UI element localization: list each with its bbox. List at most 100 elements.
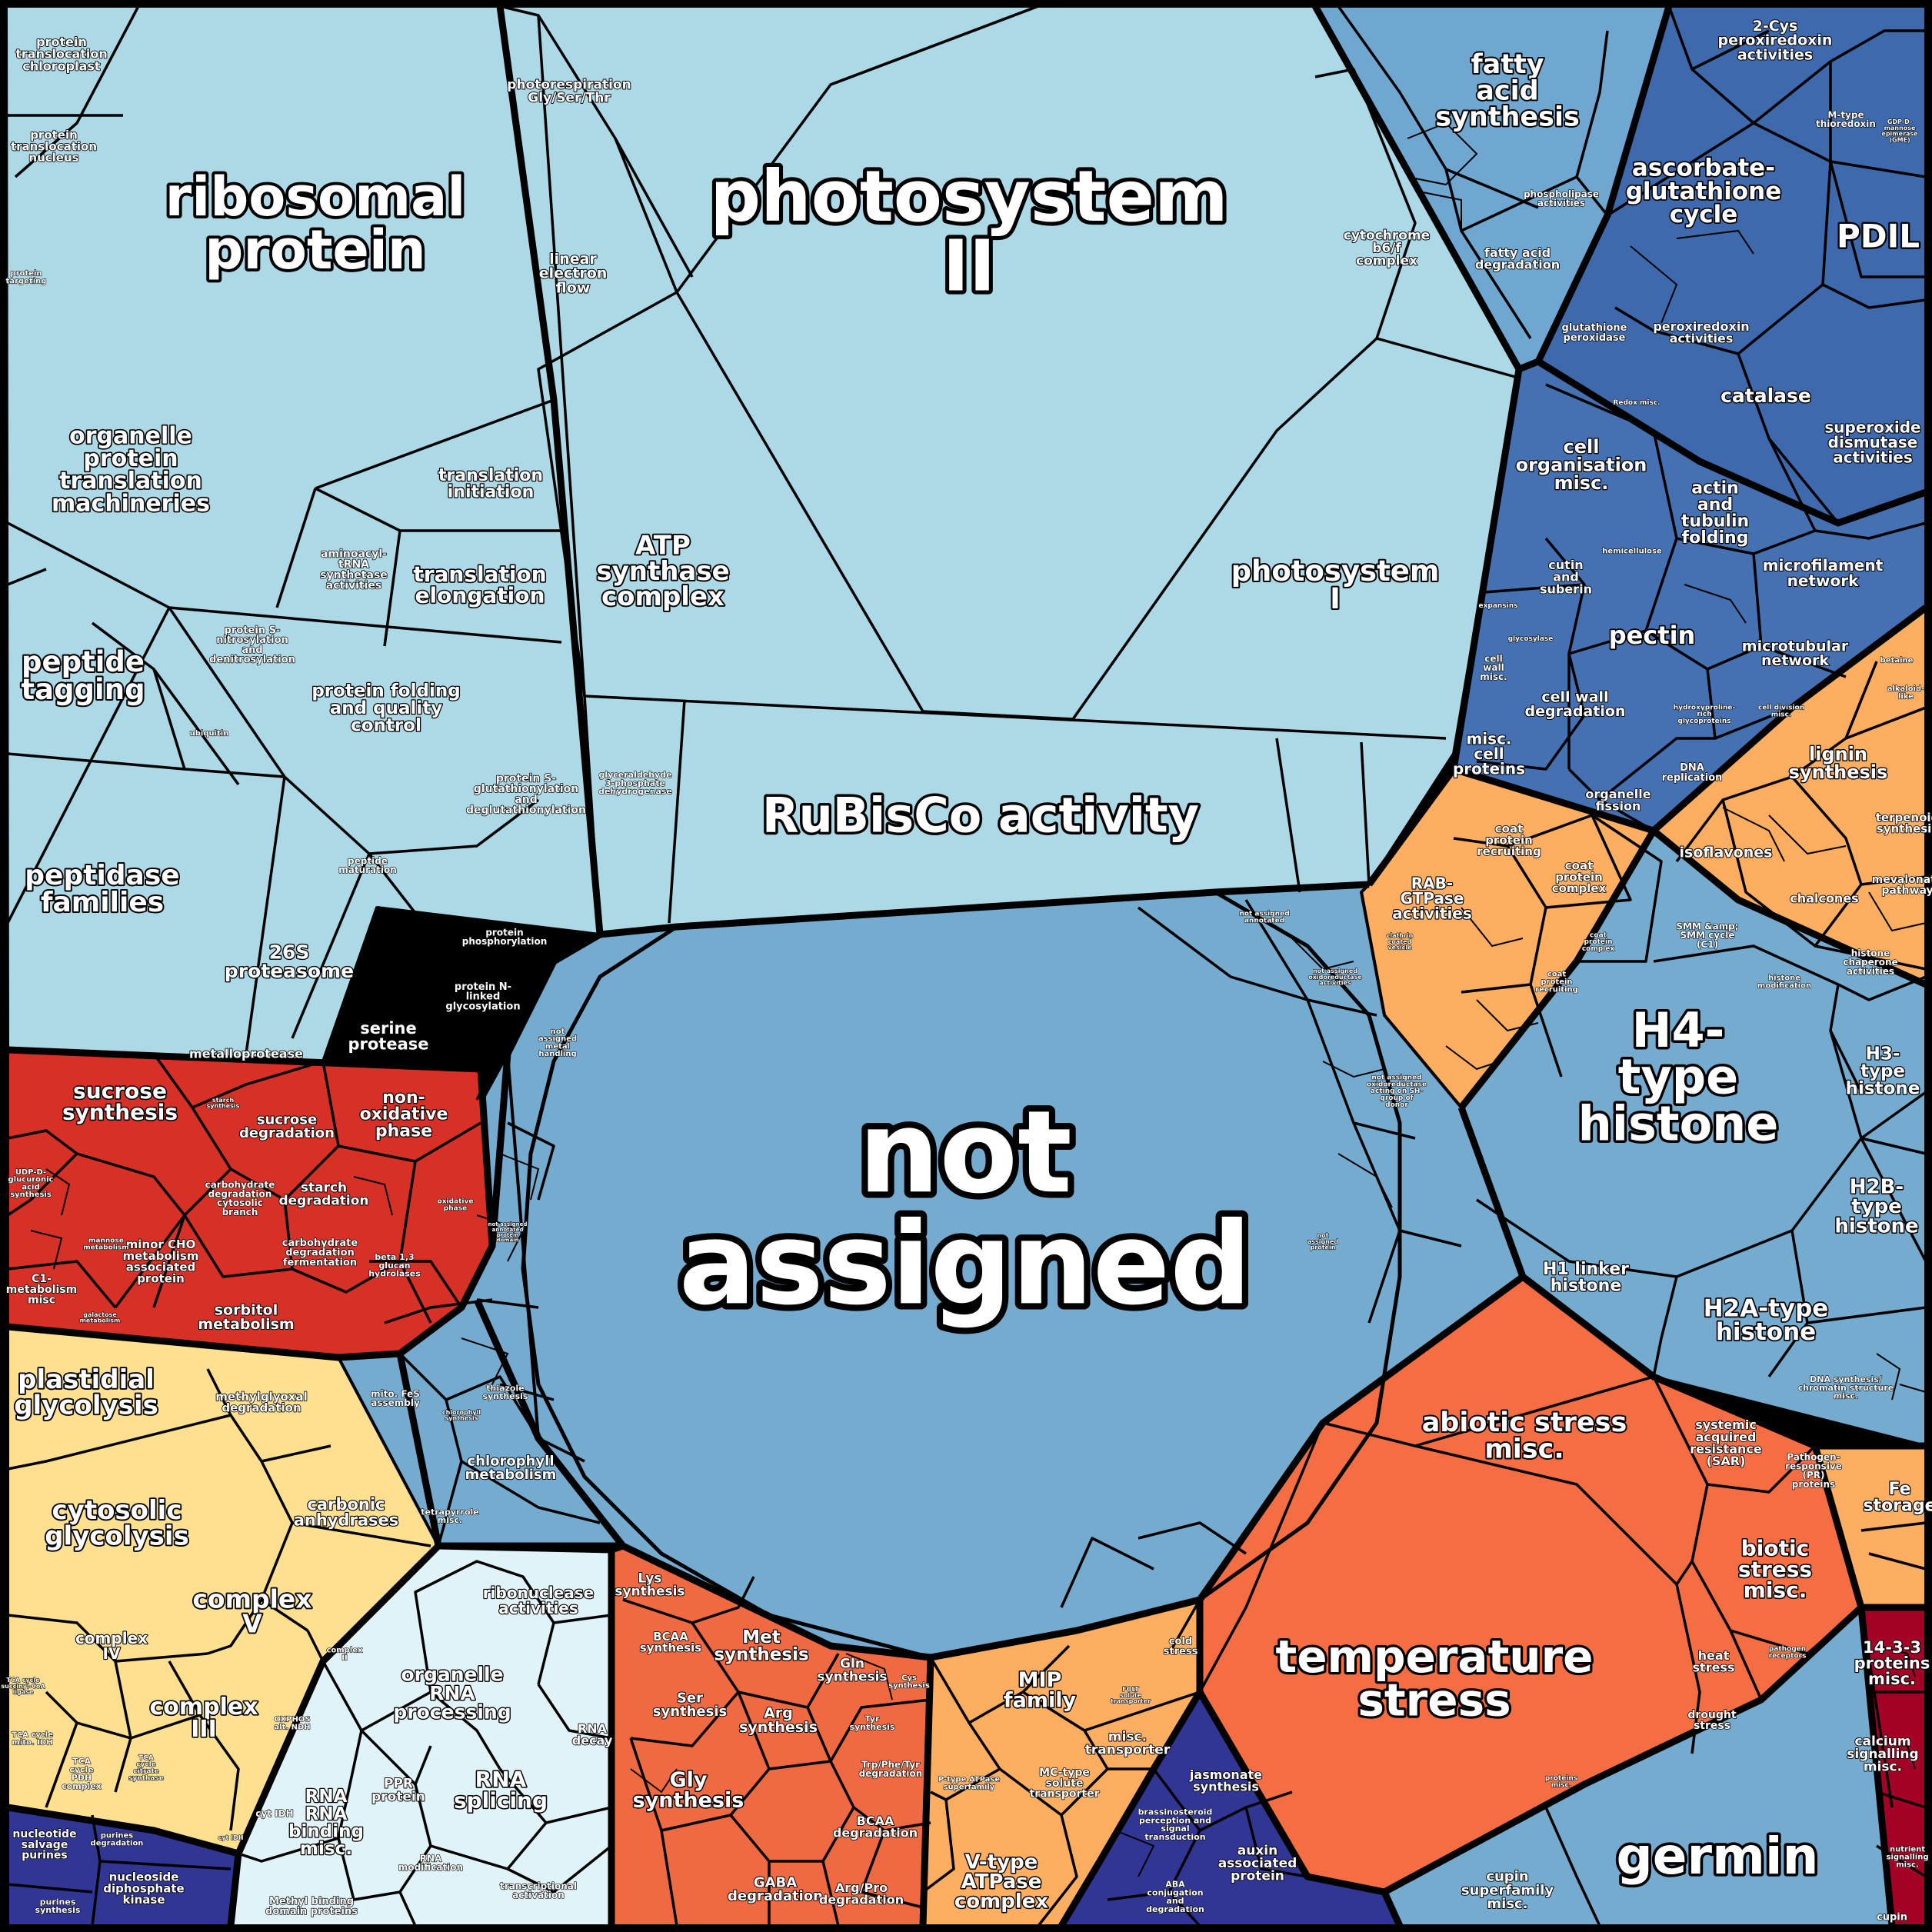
label-line: proteins <box>1545 1775 1577 1783</box>
label-line: stress <box>1738 1557 1812 1582</box>
label-line: purines <box>22 1850 68 1862</box>
label-line: donor <box>1385 1101 1408 1109</box>
label-line: ubiquitin <box>190 730 229 738</box>
label-line: cell <box>1484 653 1502 664</box>
label-line: complex <box>62 1781 102 1791</box>
label-line: cupin <box>1486 1869 1528 1885</box>
label-line: modification <box>398 1862 463 1873</box>
label-line: succinyl-CoA <box>1 1683 45 1690</box>
label-line: misc. <box>1551 1782 1572 1790</box>
label-line: translation <box>438 466 543 485</box>
label-carbohydrate-fermentation: carbohydrate degradation fermentation <box>282 1237 358 1268</box>
label-line: degradation <box>91 1839 144 1847</box>
label-line: maturation <box>338 864 397 875</box>
label-line: carbohydrate <box>205 1180 275 1191</box>
label-mevalonate: mevalonatepathway <box>1872 874 1932 897</box>
label-line: complex <box>601 581 724 612</box>
label-line: systemic <box>1695 1417 1757 1432</box>
label-rubisco: RuBisCo activity <box>762 788 1199 844</box>
label-glycosylase: glycosylase <box>1508 635 1554 643</box>
label-line: superfamily <box>944 1783 995 1791</box>
label-line: branch <box>222 1207 258 1217</box>
label-line: coat <box>1547 971 1567 979</box>
label-line: cycle <box>69 1764 93 1774</box>
label-complex-iv: complex IV <box>75 1629 148 1663</box>
label-line: GDP-D- <box>1887 118 1912 125</box>
label-line: chalcones <box>1790 891 1858 906</box>
label-line: complex <box>1582 945 1615 953</box>
label-line: recruiting <box>1477 844 1541 858</box>
label-fe-storage: Fe storage <box>1863 1480 1932 1516</box>
label-line: deglutathionylation <box>466 804 586 816</box>
label-line: tRNA <box>338 558 369 571</box>
label-line: coated <box>1388 938 1412 945</box>
label-aba-conjugation: ABA conjugation and degradation <box>1146 1880 1204 1914</box>
label-line: family <box>1004 1689 1077 1713</box>
label-line: cycle <box>136 1761 156 1769</box>
label-actin-tubulin: actin and tubulin folding <box>1681 478 1749 548</box>
label-line: oxidoreductase <box>1367 1081 1427 1088</box>
label-line: protein <box>1311 1244 1336 1251</box>
label-line: temperature <box>1275 1631 1593 1683</box>
label-line: cytosolic <box>217 1198 263 1208</box>
label-line: histone <box>1846 1079 1920 1099</box>
label-rab-gtpase: RAB-GTPase activities <box>1392 874 1472 922</box>
label-chlorophyll-synthesis: chlorophyll synthesis <box>442 1409 481 1422</box>
label-chalcones: chalcones <box>1790 891 1858 906</box>
label-line: cytosolic <box>52 1495 182 1526</box>
label-pathogen-receptors: pathogen receptors <box>1769 1646 1807 1661</box>
label-line: protein <box>137 1271 185 1285</box>
label-starch-synthesis: starch synthesis <box>207 1097 240 1110</box>
label-line: cyt IDH <box>255 1808 293 1819</box>
label-biotic-stress: biotic stress misc. <box>1738 1535 1812 1603</box>
label-linear-electron-flow: linear electron flow <box>539 251 608 296</box>
region-fills <box>5 5 1927 1927</box>
label-line: ligase <box>13 1689 34 1696</box>
label-superoxide-dismutase: superoxide dismutase activities <box>1824 418 1920 466</box>
label-carbonic-anhydrases: carbonic anhydrases <box>294 1495 399 1530</box>
label-line: glyceraldehyde <box>598 770 671 780</box>
label-tetrapyrrole: tetrapyrrole misc. <box>421 1507 479 1525</box>
label-purines-synthesis: purines synthesis <box>35 1897 81 1915</box>
label-line: activities <box>1737 46 1813 63</box>
label-udp-glucuronic: UDP-D-glucuronic acid synthesis <box>8 1168 53 1199</box>
label-hemicellulose: hemicellulose <box>1602 548 1662 556</box>
label-cell-wall-degradation: cell wall degradation <box>1525 688 1626 720</box>
label-line: BCAA <box>653 1630 688 1644</box>
label-line: synthesis <box>615 1584 685 1599</box>
label-line: misc. <box>1554 472 1609 494</box>
label-ascorbate-glutathione: ascorbate-glutathione cycle <box>1626 154 1782 228</box>
label-line: peptide <box>22 645 145 678</box>
label-rna-splicing: RNA splicing <box>454 1767 548 1813</box>
label-cytochrome-b6f: cytochrome b6/f complex <box>1344 228 1430 268</box>
label-line: misc. <box>1484 1434 1564 1464</box>
label-sucrose-degradation: sucrose degradation <box>239 1111 335 1141</box>
label-line: DNA synthesis/ <box>1810 1374 1883 1384</box>
label-auxin: auxin associated protein <box>1218 1843 1297 1884</box>
label-cyt-idh: cyt IDH <box>255 1808 293 1819</box>
label-line: synthesis <box>653 1704 728 1720</box>
label-line: phase <box>375 1121 432 1141</box>
label-isoflavones: isoflavones <box>1680 844 1773 861</box>
label-line: beta 1,3 <box>375 1252 414 1262</box>
label-microtubular: microtubular network <box>1742 638 1849 669</box>
label-line: Fe <box>1888 1480 1910 1499</box>
label-cys-synthesis: Cys synthesis <box>888 1674 930 1690</box>
label-line: nucleus <box>28 151 78 165</box>
label-line: glycolysis <box>14 1391 158 1421</box>
label-histone-modification: histone modification <box>1757 974 1811 991</box>
label-line: protease <box>348 1035 428 1054</box>
label-two-cys-peroxiredoxin: 2-Cys peroxiredoxin activities <box>1718 18 1833 63</box>
label-line: annotated <box>492 1227 524 1233</box>
label-calcium-signalling: calcium signalling misc. <box>1847 1734 1918 1774</box>
label-line: methylglyoxal <box>215 1390 307 1404</box>
label-betaine: betaine <box>1880 657 1914 665</box>
label-line: chromatin structure <box>1798 1383 1894 1393</box>
label-line: RuBisCo activity <box>762 788 1199 844</box>
label-line: Cys <box>901 1674 917 1683</box>
label-line: glutathione <box>1562 322 1627 334</box>
label-line: FOLT <box>1122 1686 1139 1693</box>
label-line: cell division <box>1758 705 1804 712</box>
label-line: synthase <box>128 1774 164 1782</box>
label-gaba-degradation: GABA degradation <box>728 1874 823 1904</box>
